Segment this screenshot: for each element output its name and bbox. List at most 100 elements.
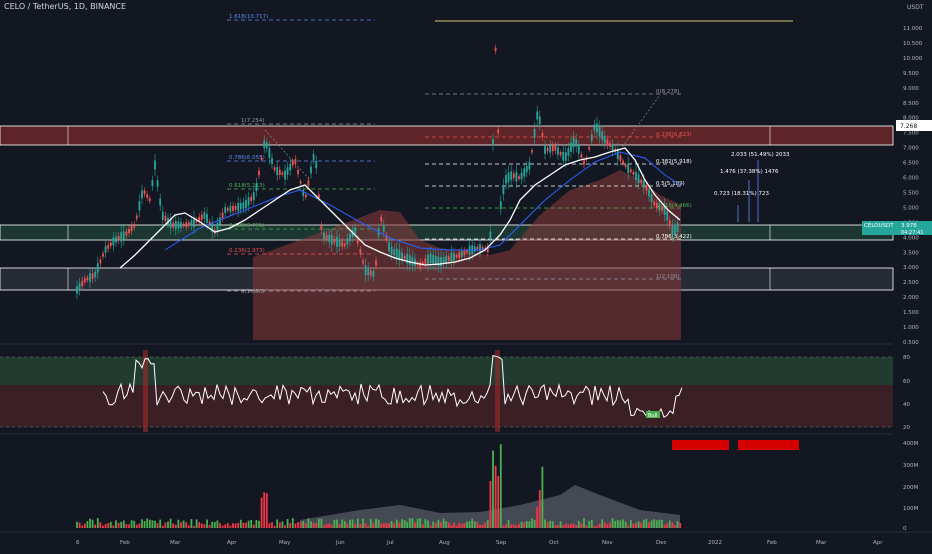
candle-body	[115, 236, 117, 243]
time-axis[interactable]: 6 Feb Mar Apr May Jun Jul Aug Sep Oct Nov Dec 2022 Fe…	[76, 540, 883, 546]
volume-bar	[510, 524, 513, 528]
volume-bar	[83, 523, 86, 528]
candle-body	[401, 252, 403, 260]
candle-series	[76, 44, 679, 300]
time-tick-label: Mar	[816, 540, 827, 546]
candle-body	[549, 145, 552, 153]
volume-bar	[169, 518, 172, 528]
volume-bar	[351, 519, 354, 528]
candle-body	[364, 265, 367, 276]
volume-bar	[603, 522, 606, 528]
volume-bar	[338, 524, 341, 528]
candle-body	[208, 221, 211, 225]
candle-body	[349, 233, 351, 242]
candle-body	[460, 251, 463, 258]
volume-bar	[154, 520, 156, 528]
candle-body	[518, 176, 520, 179]
volume-bar	[310, 521, 312, 528]
volume-bar	[442, 518, 445, 528]
volume-bar	[164, 522, 167, 528]
price-tick-label: 6.500	[903, 161, 919, 167]
volume-bar	[658, 519, 661, 528]
fib-label: 0.786(6.055)	[229, 155, 265, 161]
volume-bar	[284, 525, 286, 528]
candle-body	[611, 144, 614, 152]
volume-bar	[375, 518, 377, 528]
candle-body	[367, 267, 370, 276]
volume-bar	[221, 525, 224, 528]
volume-bar	[216, 520, 219, 528]
candle-body	[624, 164, 627, 167]
candle-body	[645, 185, 648, 191]
volume-bar	[278, 522, 281, 528]
candle-body	[81, 280, 84, 287]
candle-body	[372, 271, 375, 278]
candle-body	[117, 235, 120, 241]
time-tick-label: Sep	[496, 540, 507, 546]
candle-body	[323, 232, 325, 240]
volume-bar	[120, 521, 123, 528]
candle-body	[200, 214, 203, 220]
volume-bar	[177, 519, 180, 528]
volume-bar	[585, 525, 588, 528]
volume-bar	[494, 465, 497, 528]
volume-bar	[671, 522, 674, 528]
candle-body	[499, 201, 502, 210]
volume-bar	[541, 466, 544, 528]
candle-body	[328, 234, 331, 243]
candle-body	[91, 273, 94, 279]
candle-body	[676, 222, 679, 233]
volume-bar	[583, 518, 585, 528]
candle-body	[141, 190, 143, 199]
candle-body	[479, 244, 481, 252]
volume-bar	[489, 480, 492, 528]
candle-body	[442, 257, 445, 264]
candle-body	[341, 241, 344, 247]
rsi-axis[interactable]: 80 60 40 20	[903, 355, 910, 431]
volume-bar	[629, 519, 632, 528]
time-tick-label: Dec	[656, 540, 667, 546]
volume-bar	[117, 522, 120, 528]
volume-bar	[476, 522, 479, 528]
alert-bar[interactable]	[672, 440, 729, 450]
volume-bar	[445, 521, 448, 528]
volume-bar	[229, 525, 232, 528]
candle-body	[434, 255, 437, 265]
current-price: 3.978	[901, 223, 917, 229]
candle-body	[427, 254, 429, 265]
volume-bar	[403, 520, 406, 528]
candle-body	[338, 239, 341, 247]
candle-body	[302, 189, 305, 197]
price-tick-label: 7.000	[903, 146, 919, 152]
candle-body	[559, 152, 562, 156]
price-axis[interactable]: USDT 11.000 10.500 10.000 9.500 9.000 8.500 8.…	[903, 4, 924, 346]
candle-body	[533, 128, 536, 138]
alert-bar[interactable]	[738, 440, 799, 450]
volume-bar	[624, 521, 627, 528]
volume-bar	[273, 525, 276, 528]
volume-bar	[655, 520, 658, 528]
price-tick-label: 0.500	[903, 340, 919, 346]
volume-bar	[115, 520, 117, 528]
candle-body	[154, 160, 156, 170]
volume-bar	[362, 518, 364, 528]
volume-bar	[499, 444, 502, 528]
volume-bar	[528, 521, 531, 528]
volume-bar	[146, 518, 149, 528]
volume-bar	[653, 519, 656, 528]
volume-bar	[302, 521, 305, 528]
price-tick-label: 8.500	[903, 101, 919, 107]
volume-bar	[211, 521, 214, 528]
volume-axis[interactable]: 400M 300M 200M 100M 0	[903, 441, 918, 532]
volume-bar	[544, 519, 546, 528]
volume-bar	[661, 520, 663, 528]
projection-label: 0.723 (18.31%) 723	[714, 191, 770, 197]
current-symbol: CELOUSDT	[864, 223, 894, 229]
volume-bar	[408, 518, 411, 528]
candle-body	[135, 215, 138, 219]
candle-body	[263, 140, 266, 149]
volume-bar	[237, 522, 240, 528]
candle-body	[671, 225, 674, 236]
